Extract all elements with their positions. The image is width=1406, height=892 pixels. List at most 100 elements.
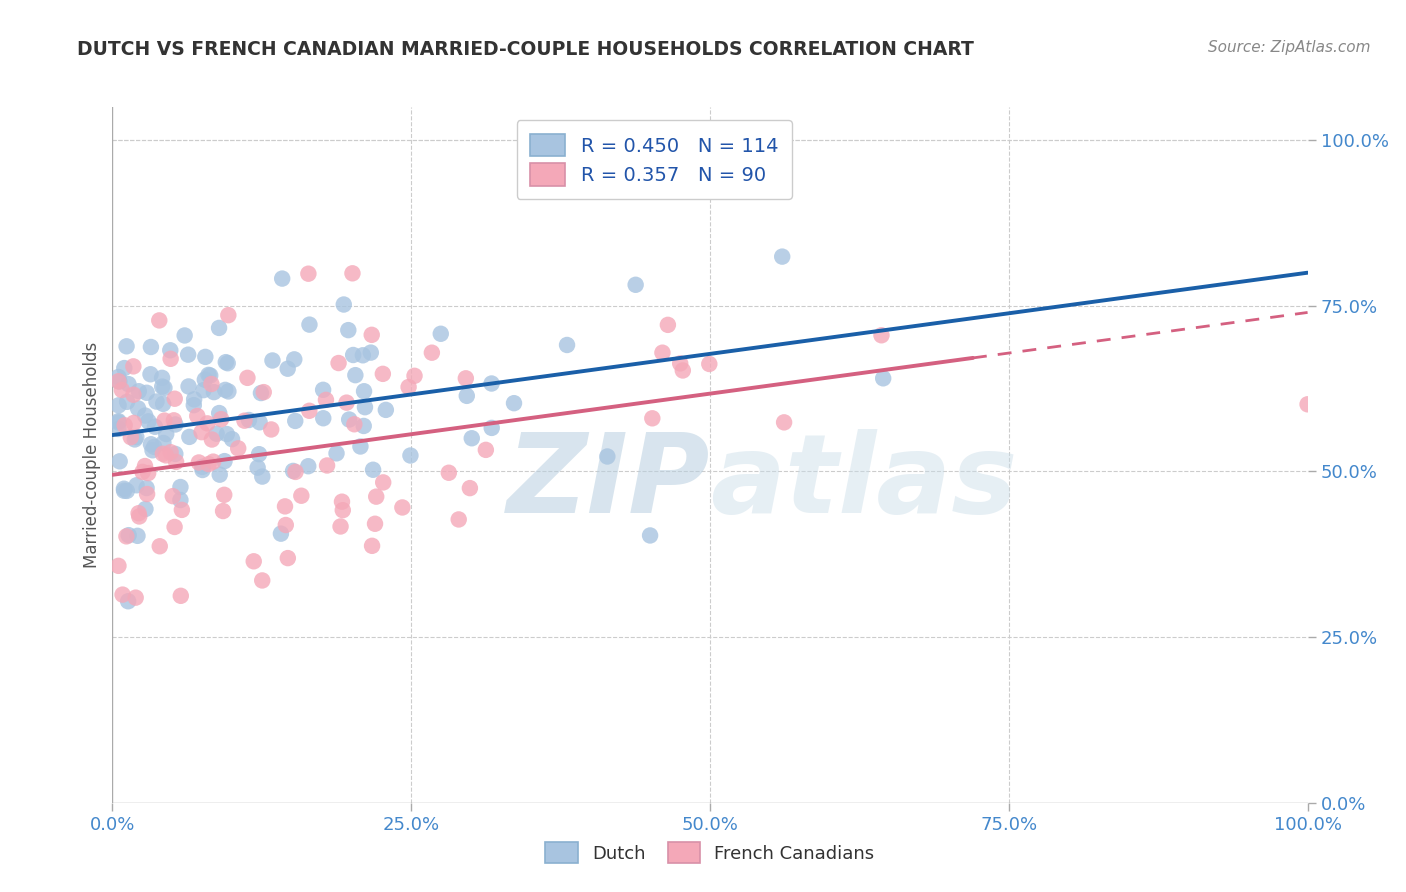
Point [195,417,218,431]
Point [152,447,174,461]
Point [253,385,276,400]
Point [325,446,347,460]
Point [131,465,153,479]
Point [191,459,214,474]
Point [870,328,893,343]
Point [354,400,377,414]
Point [209,412,232,426]
Point [315,392,337,407]
Point [252,574,274,588]
Point [177,348,200,362]
Point [290,489,312,503]
Point [312,383,335,397]
Point [872,371,894,385]
Point [135,385,157,400]
Point [215,427,238,442]
Point [159,445,181,459]
Point [214,383,236,397]
Point [503,396,526,410]
Point [236,371,259,385]
Point [201,433,224,447]
Point [163,520,186,534]
Point [162,489,184,503]
Point [454,371,477,385]
Point [252,469,274,483]
Point [260,422,283,436]
Point [481,376,503,391]
Point [332,503,354,517]
Point [115,529,138,543]
Point [399,449,422,463]
Point [148,313,170,327]
Point [697,357,720,371]
Point [312,411,335,425]
Point [112,482,135,496]
Point [277,361,299,376]
Point [349,440,371,454]
Point [1296,397,1319,411]
Point [134,409,156,423]
Point [127,529,149,543]
Point [283,352,305,367]
Point [298,404,321,418]
Point [461,431,484,445]
Point [193,383,215,397]
Point [114,418,136,433]
Point [335,395,357,409]
Point [262,353,284,368]
Point [247,447,270,461]
Point [111,588,134,602]
Point [429,326,451,341]
Point [624,277,647,292]
Point [115,339,138,353]
Point [364,516,387,531]
Point [165,447,187,461]
Point [107,558,129,573]
Point [112,361,135,376]
Point [205,426,228,441]
Point [773,415,796,429]
Point [139,437,162,451]
Point [165,417,187,432]
Point [458,481,481,495]
Point [366,490,388,504]
Point [332,297,354,311]
Point [138,414,160,428]
Point [475,442,498,457]
Point [420,345,443,359]
Point [202,455,225,469]
Point [447,512,470,526]
Point [169,480,191,494]
Point [122,388,145,402]
Point [281,464,304,478]
Point [284,414,307,428]
Point [197,368,219,382]
Point [404,368,426,383]
Point [152,436,174,450]
Point [153,381,176,395]
Point [200,376,222,391]
Point [165,455,187,469]
Point [197,457,219,471]
Point [200,368,222,383]
Point [329,519,352,533]
Point [108,375,131,389]
Point [170,589,193,603]
Point [125,430,148,444]
Point [136,487,159,501]
Point [141,443,163,458]
Point [277,551,299,566]
Point [342,348,364,362]
Point [111,383,134,397]
Point [117,594,139,608]
Point [159,343,181,358]
Point [194,373,217,387]
Text: atlas: atlas [710,429,1018,536]
Point [124,433,146,447]
Point [120,430,142,444]
Point [672,363,695,377]
Point [128,506,150,520]
Point [179,430,201,444]
Point [152,397,174,411]
Point [208,467,231,482]
